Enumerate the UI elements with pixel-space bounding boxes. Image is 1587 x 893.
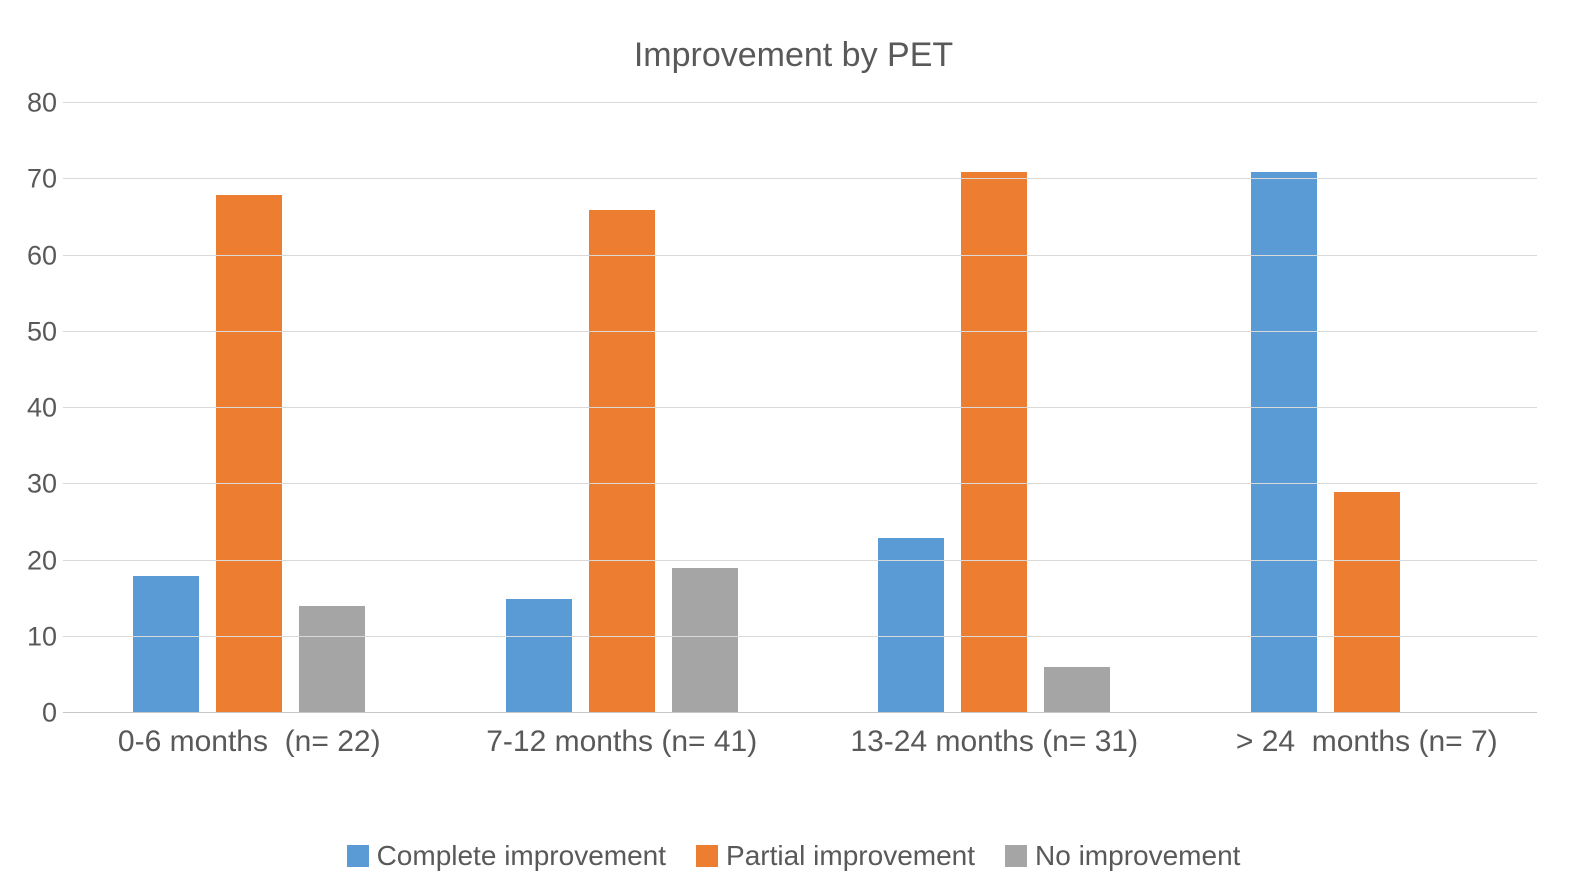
gridline xyxy=(63,330,1537,332)
x-axis-line xyxy=(63,712,1537,713)
y-axis: 0 10 20 30 40 50 60 70 80 xyxy=(0,88,57,728)
y-tick-label: 60 xyxy=(26,240,57,270)
x-category-label: 13-24 months (n= 31) xyxy=(850,725,1139,758)
chart-title: Improvement by PET xyxy=(633,36,954,74)
gridline xyxy=(63,254,1537,256)
bar-no-improvement xyxy=(1044,667,1111,713)
bar-complete-improvement xyxy=(133,575,200,713)
bar-complete-improvement xyxy=(878,537,945,713)
legend-item-complete-improvement: Complete improvement xyxy=(346,840,667,872)
legend: Complete improvement Partial improvement N… xyxy=(0,840,1587,872)
plot-area xyxy=(63,102,1537,713)
bar-group xyxy=(1181,103,1554,713)
y-tick-label: 50 xyxy=(26,316,57,347)
x-axis: 0-6 months (n= 22) 7-12 months (n= 41) 13-… xyxy=(63,713,1553,759)
bar-complete-improvement xyxy=(505,598,572,713)
y-tick-label: 0 xyxy=(41,697,57,728)
y-tick-label: 40 xyxy=(26,392,57,423)
legend-label: No improvement xyxy=(1035,840,1241,871)
x-category-label: 0-6 months (n= 22) xyxy=(117,725,381,758)
bar-group xyxy=(436,103,809,713)
legend-item-no-improvement: No improvement xyxy=(1005,840,1240,872)
bar-group xyxy=(63,103,436,713)
y-tick-label: 20 xyxy=(26,545,57,575)
bar-complete-improvement xyxy=(1250,171,1317,713)
legend-swatch-no-improvement xyxy=(1005,845,1028,867)
bar-no-improvement xyxy=(299,606,366,713)
gridline xyxy=(63,559,1537,561)
y-tick-label: 80 xyxy=(26,87,57,118)
gridline xyxy=(63,407,1537,408)
gridline xyxy=(63,635,1537,637)
bar-no-improvement xyxy=(671,568,738,713)
legend-label: Complete improvement xyxy=(376,840,667,871)
gridline xyxy=(63,102,1537,103)
bar-group xyxy=(808,103,1181,713)
y-tick-label: 10 xyxy=(26,621,57,652)
bar-groups xyxy=(63,103,1553,713)
gridline xyxy=(63,483,1537,485)
y-tick-label: 70 xyxy=(26,163,57,194)
legend-swatch-partial-improvement xyxy=(696,845,719,867)
bar-partial-improvement xyxy=(1333,491,1400,713)
bar-partial-improvement xyxy=(216,194,283,713)
gridline xyxy=(63,178,1537,180)
x-category-label: 7-12 months (n= 41) xyxy=(486,725,758,758)
bar-partial-improvement xyxy=(588,209,655,713)
bar-partial-improvement xyxy=(961,171,1028,713)
legend-item-partial-improvement: Partial improvement xyxy=(696,840,975,872)
x-category-label: > 24 months (n= 7) xyxy=(1235,725,1498,758)
legend-swatch-complete-improvement xyxy=(346,845,369,867)
y-tick-label: 30 xyxy=(26,468,57,499)
legend-label: Partial improvement xyxy=(726,840,976,871)
